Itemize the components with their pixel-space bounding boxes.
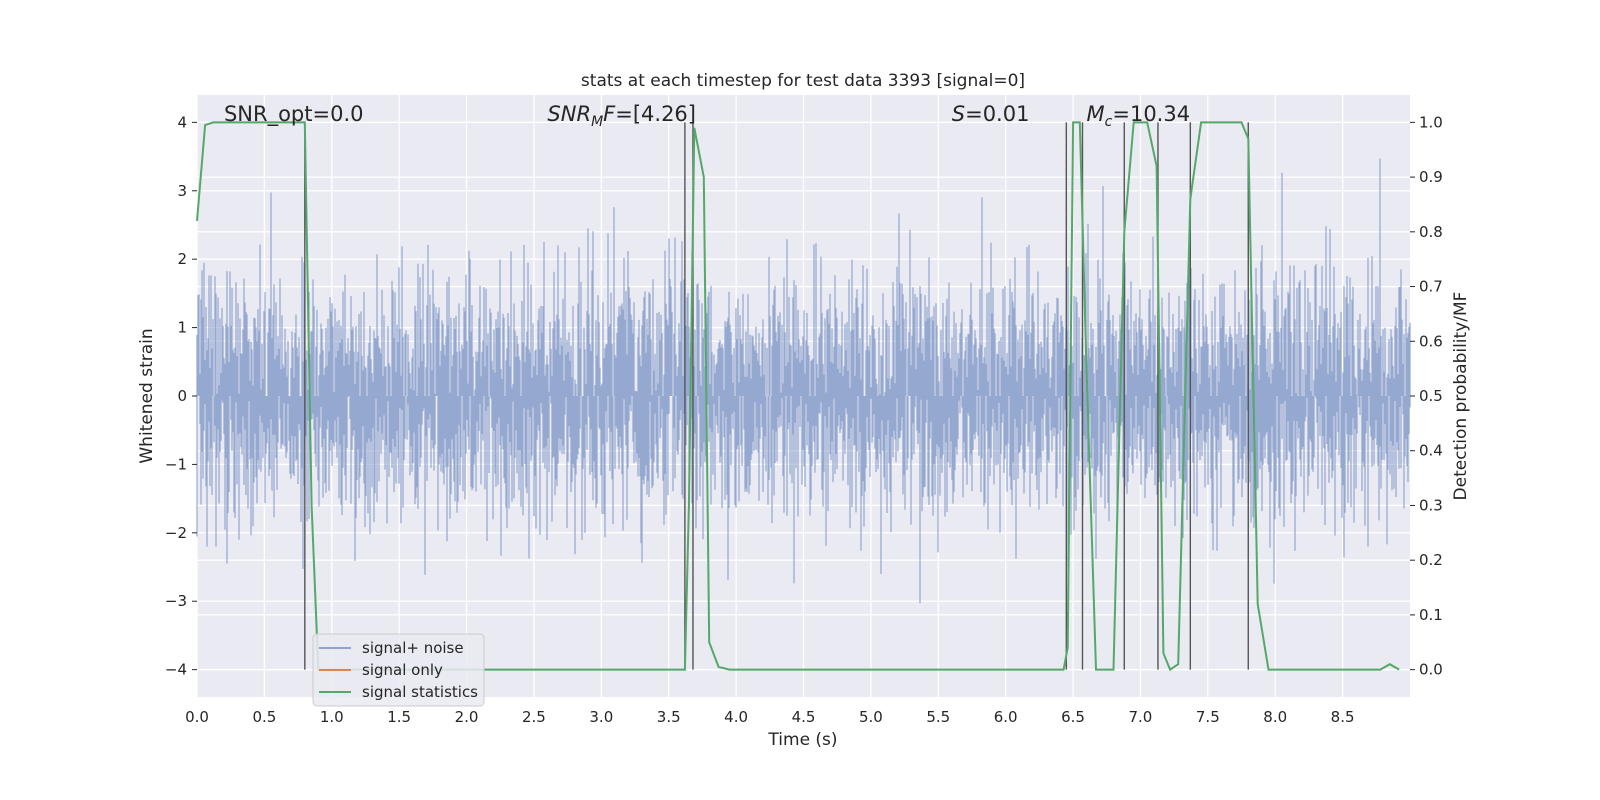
- y-right-ticks: 0.0 0.1 0.2 0.3 0.4 0.5 0.6 0.7 0.8 0.9 1.0: [1410, 113, 1443, 679]
- legend-label-signal-only: signal only: [362, 661, 443, 679]
- x-tick-label: 7.5: [1196, 708, 1220, 726]
- legend-box: [312, 633, 485, 707]
- y-right-tick-label: 0.3: [1419, 496, 1443, 514]
- legend-label-signal-statistics: signal statistics: [362, 683, 478, 701]
- y-right-tick-label: 0.9: [1419, 168, 1443, 186]
- y-left-ticks: −4 −3 −2 −1 0 1 2 3 4: [165, 113, 197, 679]
- x-tick-label: 8.5: [1331, 708, 1355, 726]
- x-tick-label: 1.5: [387, 708, 411, 726]
- annotation: S=0.01: [952, 102, 1030, 126]
- y-right-tick-label: 0.8: [1419, 223, 1443, 241]
- y-right-tick-label: 0.5: [1419, 387, 1443, 405]
- y-right-tick-label: 0.6: [1419, 332, 1443, 350]
- x-tick-label: 5.0: [859, 708, 883, 726]
- x-tick-label: 6.0: [994, 708, 1018, 726]
- x-ticks: 0.0 0.5 1.0 1.5 2.0 2.5 3.0 3.5 4.0 4.5 5.0 5.5 6.0 6…: [185, 708, 1354, 726]
- y-right-tick-label: 1.0: [1419, 113, 1443, 131]
- y-left-tick-label: 1: [177, 319, 187, 337]
- y-right-tick-label: 0.7: [1419, 278, 1443, 296]
- y-left-tick-label: 4: [177, 113, 187, 131]
- y-right-tick-label: 0.1: [1419, 606, 1443, 624]
- y-left-tick-label: 0: [177, 387, 187, 405]
- y-right-tick-label: 0.4: [1419, 442, 1443, 460]
- x-tick-label: 4.5: [792, 708, 816, 726]
- legend: signal+ noise signal only signal statist…: [312, 633, 485, 707]
- y-left-tick-label: 2: [177, 250, 187, 268]
- chart-title: stats at each timestep for test data 339…: [581, 71, 1025, 91]
- x-tick-label: 0.0: [185, 708, 209, 726]
- x-tick-label: 3.0: [589, 708, 613, 726]
- x-tick-label: 2.5: [522, 708, 546, 726]
- y-right-tick-label: 0.2: [1419, 551, 1443, 569]
- y-left-axis-label: Whitened strain: [137, 328, 157, 463]
- x-tick-label: 8.0: [1263, 708, 1287, 726]
- legend-label-signal-noise: signal+ noise: [362, 639, 464, 657]
- x-tick-label: 7.0: [1129, 708, 1153, 726]
- y-right-axis-label: Detection probability/MF: [1451, 292, 1471, 501]
- x-tick-label: 6.5: [1061, 708, 1085, 726]
- y-left-tick-label: −3: [165, 592, 187, 610]
- y-right-tick-label: 0.0: [1419, 661, 1443, 679]
- x-tick-label: 5.5: [926, 708, 950, 726]
- signal-noise-series: [196, 158, 1411, 604]
- annotations: SNR_opt=0.0 SNRMF=[4.26] S=0.01 Mc=10.34: [224, 102, 1190, 130]
- x-tick-label: 3.5: [657, 708, 681, 726]
- annotation: Mc=10.34: [1087, 102, 1191, 130]
- y-left-tick-label: 3: [177, 182, 187, 200]
- y-left-tick-label: −1: [165, 455, 187, 473]
- y-left-tick-label: −2: [165, 524, 187, 542]
- x-tick-label: 1.0: [320, 708, 344, 726]
- annotation: SNRMF=[4.26]: [547, 102, 696, 130]
- annotation: SNR_opt=0.0: [224, 102, 364, 127]
- y-left-tick-label: −4: [165, 661, 187, 679]
- x-axis-label: Time (s): [767, 730, 837, 750]
- x-tick-label: 2.0: [455, 708, 479, 726]
- signal-noise-line: [196, 158, 1411, 604]
- x-tick-label: 0.5: [252, 708, 276, 726]
- x-tick-label: 4.0: [724, 708, 748, 726]
- vertical-markers: [304, 122, 1249, 670]
